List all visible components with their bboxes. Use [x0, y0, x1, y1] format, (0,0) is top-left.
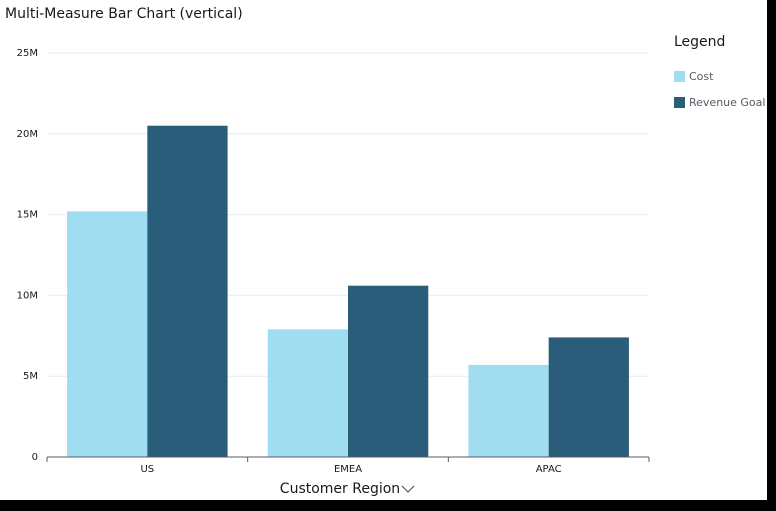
x-tick-label: EMEA: [334, 464, 362, 475]
legend-swatch: [674, 97, 685, 108]
chart-panel: Multi-Measure Bar Chart (vertical) Custo…: [0, 0, 767, 500]
y-tick-label: 25M: [17, 48, 38, 59]
legend-title: Legend: [674, 34, 725, 50]
y-tick-label: 5M: [23, 371, 38, 382]
legend-label: Revenue Goal: [689, 96, 765, 109]
bar: [147, 125, 228, 457]
chart-title: Multi-Measure Bar Chart (vertical): [5, 6, 243, 22]
x-tick-label: US: [140, 464, 154, 475]
legend-swatch: [674, 71, 685, 82]
bar: [67, 211, 148, 457]
bar: [267, 329, 348, 457]
y-tick-label: 10M: [17, 290, 38, 301]
x-axis-title: Customer Region: [280, 481, 400, 497]
sort-chevron[interactable]: [401, 485, 415, 493]
bar: [468, 364, 549, 457]
y-tick-label: 15M: [17, 210, 38, 221]
chart: Multi-Measure Bar Chart (vertical) Custo…: [5, 6, 765, 497]
legend-label: Cost: [689, 70, 714, 83]
x-tick-label: APAC: [536, 464, 562, 475]
y-tick-label: 0: [32, 452, 38, 463]
bar: [348, 285, 429, 457]
bar: [548, 337, 629, 457]
y-tick-label: 20M: [17, 129, 38, 140]
